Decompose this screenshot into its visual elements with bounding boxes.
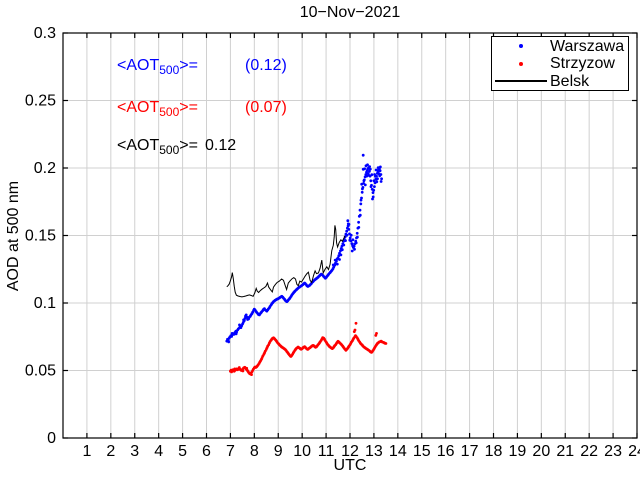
y-tick-label: 0.2 [34, 160, 56, 177]
annotation-label: <AOT500>= [117, 57, 198, 78]
x-tick-label: 23 [604, 443, 622, 460]
x-axis-label: UTC [333, 457, 367, 474]
annotation-label: <AOT500>= [117, 137, 198, 158]
chart-title: 10−Nov−2021 [299, 4, 401, 21]
annotation-subscript: 500 [159, 105, 180, 120]
y-tick-label: 0.1 [34, 295, 56, 312]
x-tick-label: 17 [461, 443, 479, 460]
x-tick-label: 4 [154, 443, 163, 460]
x-tick-label: 20 [532, 443, 550, 460]
annotation-strzyzow-mean: <AOT500>= (0.07) [117, 99, 287, 120]
legend-item-warszawa: Warszawa [492, 38, 628, 55]
legend-label: Warszawa [550, 37, 625, 55]
annotation-text: >= [179, 57, 198, 74]
annotation-warszawa-mean: <AOT500>= (0.12) [117, 57, 287, 78]
legend-item-strzyzow: Strzyzow [492, 55, 628, 72]
annotation-text: <AOT [117, 137, 160, 154]
x-tick-label: 12 [341, 443, 359, 460]
legend-label: Strzyzow [550, 55, 615, 72]
belsk-line-marker [495, 80, 547, 82]
annotation-value: 0.12 [205, 137, 237, 154]
x-tick-label: 22 [580, 443, 598, 460]
x-tick-label: 7 [226, 443, 235, 460]
x-tick-label: 21 [556, 443, 574, 460]
x-tick-label: 10 [293, 443, 311, 460]
x-tick-label: 15 [413, 443, 431, 460]
warszawa-dot-marker [519, 44, 523, 48]
x-tick-label: 11 [318, 443, 335, 460]
x-tick-label: 19 [509, 443, 527, 460]
x-tick-label: 16 [437, 443, 455, 460]
annotation-value: (0.07) [245, 99, 287, 116]
y-tick-label: 0.3 [34, 25, 56, 42]
annotation-label: <AOT500>= [117, 99, 198, 120]
annotation-text: <AOT [117, 99, 160, 116]
x-tick-label: 2 [106, 443, 115, 460]
x-tick-label: 1 [82, 443, 91, 460]
x-tick-label: 8 [250, 443, 259, 460]
y-axis-label: AOD at 500 nm [5, 180, 22, 292]
y-tick-label: 0.15 [25, 228, 56, 245]
legend-label: Belsk [550, 72, 590, 90]
legend-marker-cell [492, 80, 550, 82]
annotation-value: (0.12) [245, 57, 287, 74]
annotation-belsk-mean: <AOT500>= 0.12 [117, 137, 236, 158]
legend-marker-cell [492, 61, 550, 66]
series-belsk [226, 225, 346, 298]
annotation-subscript: 500 [159, 143, 180, 158]
x-tick-label: 14 [389, 443, 407, 460]
x-tick-label: 9 [274, 443, 283, 460]
legend: Warszawa Strzyzow Belsk [491, 36, 629, 91]
gridlines [63, 33, 637, 438]
series-warszawa [225, 153, 383, 344]
annotation-subscript: 500 [159, 63, 180, 78]
x-tick-label: 13 [365, 443, 383, 460]
annotation-text: >= [179, 99, 198, 116]
x-tick-labels: 123456789101112131415161718192021222324 [82, 443, 640, 460]
x-tick-label: 5 [178, 443, 187, 460]
annotation-text: <AOT [117, 57, 160, 74]
y-tick-label: 0.05 [25, 363, 56, 380]
y-tick-label: 0.25 [25, 93, 56, 110]
strzyzow-dot-marker [519, 61, 523, 66]
y-tick-labels: 0 0.05 0.1 0.15 0.2 0.25 0.3 [25, 25, 56, 447]
legend-marker-cell [492, 44, 550, 48]
y-tick-label: 0 [47, 430, 56, 447]
series-strzyzow [229, 321, 388, 376]
tick-marks [63, 32, 638, 439]
x-tick-label: 18 [485, 443, 503, 460]
x-tick-label: 24 [628, 443, 640, 460]
x-tick-label: 3 [130, 443, 139, 460]
annotation-text: >= [179, 137, 198, 154]
x-tick-label: 6 [202, 443, 211, 460]
legend-item-belsk: Belsk [492, 73, 628, 90]
